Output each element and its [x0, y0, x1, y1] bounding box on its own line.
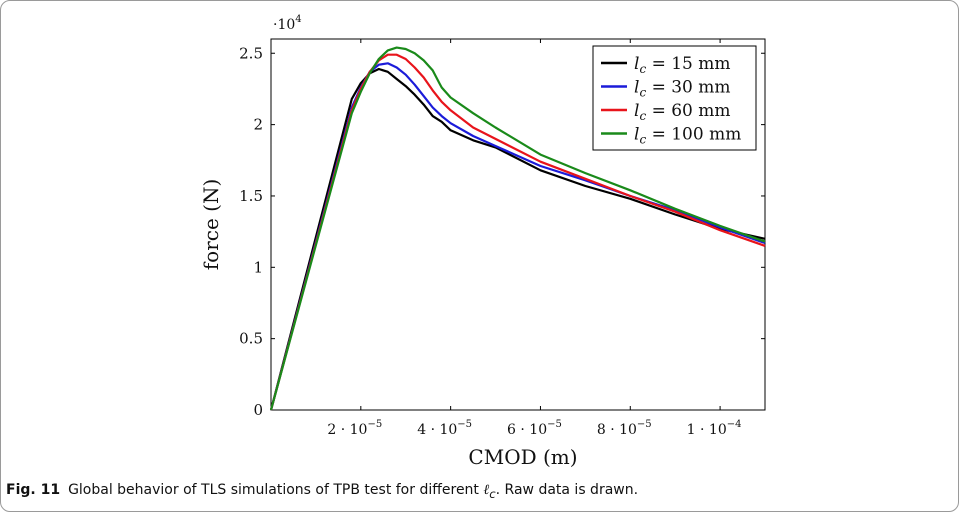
- x-tick-label: 2 · 10−5: [327, 419, 382, 438]
- plot-frame: [270, 38, 766, 411]
- caption-symbol-sub: c: [489, 486, 496, 501]
- y-multiplier-label: ·104: [273, 14, 302, 33]
- legend-label-4: lc = 100 mm: [634, 125, 741, 147]
- x-tick-label: 8 · 10−5: [597, 419, 652, 438]
- legend-label-2: lc = 30 mm: [634, 78, 731, 100]
- x-tick-label: 6 · 10−5: [507, 419, 562, 438]
- y-tick-label: 0.5: [239, 330, 263, 348]
- caption-symbol: ℓ: [483, 482, 490, 498]
- series-line-1: [269, 67, 766, 411]
- caption-text-after: . Raw data is drawn.: [495, 482, 639, 498]
- y-tick-label: 1: [253, 258, 263, 276]
- series-line-4: [269, 46, 766, 411]
- legend-label-1: lc = 15 mm: [634, 54, 731, 76]
- caption-text-before: Global behavior of TLS simulations of TP…: [68, 482, 484, 498]
- force-cmod-chart: 0 0.5 1 1.5 2 2.5 2 · 10−5 4 · 10−5 6 · 10−5 8 · …: [199, 14, 766, 469]
- y-tick-label: 2.5: [239, 44, 263, 62]
- y-tick-label: 2: [253, 116, 263, 134]
- x-tick-label: 4 · 10−5: [417, 419, 472, 438]
- x-axis-label: CMOD (m): [468, 445, 577, 469]
- y-axis-label: force (N): [199, 179, 223, 271]
- x-tick-label: 1 · 10−4: [687, 419, 742, 438]
- series-layer: [269, 46, 766, 411]
- y-tick-label: 0: [253, 401, 263, 419]
- caption-label: Fig. 11: [6, 482, 61, 498]
- y-tick-label: 1.5: [239, 187, 263, 205]
- legend-label-3: lc = 60 mm: [634, 101, 731, 123]
- figure-caption: Fig. 11 Global behavior of TLS simulation…: [6, 482, 951, 501]
